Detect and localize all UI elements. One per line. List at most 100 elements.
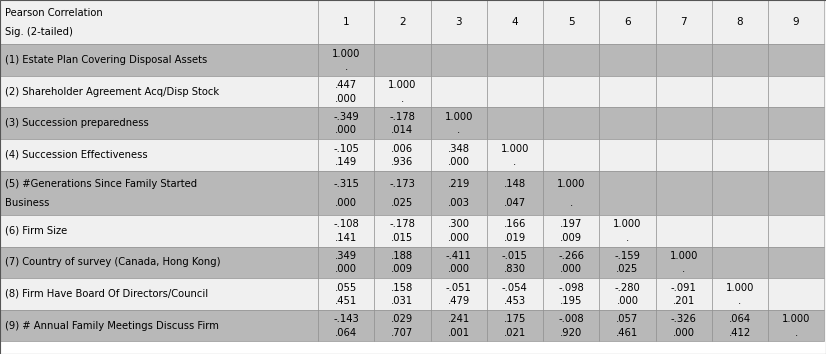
Bar xyxy=(656,0,712,44)
Bar xyxy=(487,310,543,341)
Text: -.054: -.054 xyxy=(502,282,528,293)
Text: .000: .000 xyxy=(448,233,470,243)
Bar xyxy=(374,171,430,215)
Bar xyxy=(487,0,543,44)
Text: .412: .412 xyxy=(729,327,751,337)
Text: .001: .001 xyxy=(448,327,470,337)
Text: .000: .000 xyxy=(448,157,470,167)
Text: 8: 8 xyxy=(737,17,743,27)
Bar xyxy=(600,139,656,171)
Text: -.105: -.105 xyxy=(333,144,359,154)
Text: .: . xyxy=(457,125,460,135)
Bar xyxy=(318,246,374,278)
Text: -.266: -.266 xyxy=(558,251,584,261)
Bar xyxy=(318,310,374,341)
Text: -.178: -.178 xyxy=(389,112,415,122)
Text: .000: .000 xyxy=(335,198,357,207)
Text: .000: .000 xyxy=(335,93,357,104)
Text: -.008: -.008 xyxy=(558,314,584,324)
Bar xyxy=(430,108,487,139)
Text: .348: .348 xyxy=(448,144,470,154)
Bar xyxy=(318,108,374,139)
Bar xyxy=(600,278,656,310)
Bar xyxy=(430,44,487,76)
Bar xyxy=(0,171,318,215)
Bar xyxy=(600,76,656,108)
Bar xyxy=(0,139,318,171)
Bar xyxy=(768,76,824,108)
Bar xyxy=(600,108,656,139)
Bar xyxy=(712,76,768,108)
Text: .000: .000 xyxy=(616,296,638,306)
Text: .451: .451 xyxy=(335,296,358,306)
Bar xyxy=(656,215,712,246)
Text: .025: .025 xyxy=(392,198,414,207)
Bar xyxy=(656,139,712,171)
Text: 1.000: 1.000 xyxy=(332,49,360,59)
Text: .166: .166 xyxy=(504,219,526,229)
Text: 1.000: 1.000 xyxy=(444,112,472,122)
Bar xyxy=(768,215,824,246)
Text: (8) Firm Have Board Of Directors/Council: (8) Firm Have Board Of Directors/Council xyxy=(5,289,208,299)
Bar xyxy=(430,139,487,171)
Bar xyxy=(430,310,487,341)
Bar xyxy=(768,310,824,341)
Text: .447: .447 xyxy=(335,80,357,90)
Text: 2: 2 xyxy=(399,17,406,27)
Text: .: . xyxy=(344,62,348,72)
Bar xyxy=(768,44,824,76)
Bar xyxy=(0,310,318,341)
Bar xyxy=(543,278,600,310)
Text: (1) Estate Plan Covering Disposal Assets: (1) Estate Plan Covering Disposal Assets xyxy=(5,55,207,65)
Text: .019: .019 xyxy=(504,233,526,243)
Bar xyxy=(0,76,318,108)
Bar xyxy=(430,171,487,215)
Text: -.091: -.091 xyxy=(671,282,696,293)
Bar xyxy=(768,246,824,278)
Text: 1.000: 1.000 xyxy=(557,179,586,189)
Text: -.108: -.108 xyxy=(333,219,359,229)
Bar xyxy=(712,246,768,278)
Text: (5) #Generations Since Family Started: (5) #Generations Since Family Started xyxy=(5,179,197,189)
Text: (9) # Annual Family Meetings Discuss Firm: (9) # Annual Family Meetings Discuss Fir… xyxy=(5,321,219,331)
Bar xyxy=(374,278,430,310)
Text: .000: .000 xyxy=(335,264,357,274)
Text: 1.000: 1.000 xyxy=(613,219,642,229)
Bar xyxy=(600,246,656,278)
Text: .025: .025 xyxy=(616,264,638,274)
Bar xyxy=(768,171,824,215)
Bar xyxy=(0,0,318,44)
Bar xyxy=(543,215,600,246)
Text: 3: 3 xyxy=(455,17,462,27)
Text: 4: 4 xyxy=(511,17,518,27)
Text: .158: .158 xyxy=(392,282,414,293)
Bar xyxy=(374,215,430,246)
Bar xyxy=(318,139,374,171)
Bar xyxy=(600,215,656,246)
Bar xyxy=(656,171,712,215)
Bar xyxy=(600,44,656,76)
Text: .047: .047 xyxy=(504,198,526,207)
Text: .064: .064 xyxy=(729,314,751,324)
Bar xyxy=(0,278,318,310)
Bar xyxy=(430,0,487,44)
Bar xyxy=(374,76,430,108)
Text: .015: .015 xyxy=(392,233,414,243)
Text: .006: .006 xyxy=(392,144,414,154)
Text: (2) Shareholder Agreement Acq/Disp Stock: (2) Shareholder Agreement Acq/Disp Stock xyxy=(5,87,219,97)
Bar xyxy=(600,171,656,215)
Bar xyxy=(374,0,430,44)
Bar xyxy=(0,44,318,76)
Bar xyxy=(0,246,318,278)
Bar xyxy=(318,44,374,76)
Text: 7: 7 xyxy=(681,17,687,27)
Bar xyxy=(487,44,543,76)
Bar xyxy=(656,108,712,139)
Bar xyxy=(656,310,712,341)
Bar xyxy=(600,310,656,341)
Bar xyxy=(318,215,374,246)
Text: 1.000: 1.000 xyxy=(388,80,416,90)
Text: -.143: -.143 xyxy=(333,314,359,324)
Text: -.159: -.159 xyxy=(615,251,640,261)
Bar xyxy=(768,108,824,139)
